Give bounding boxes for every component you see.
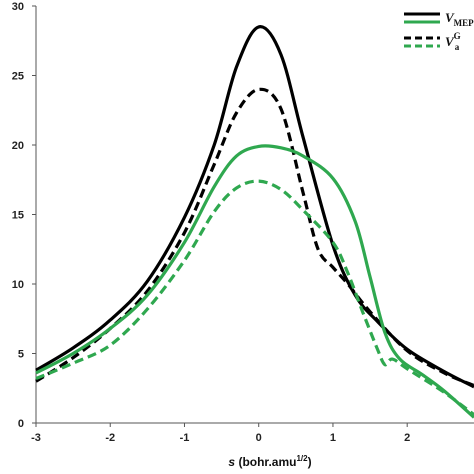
series-line-3 [35, 144, 474, 419]
legend-label-sup: G [454, 31, 461, 41]
y-tick-label: 25 [12, 71, 24, 83]
x-tick-label: -2 [105, 432, 115, 444]
y-tick-label: 15 [12, 210, 24, 222]
x-tick-label: 2 [404, 432, 410, 444]
x-tick-label: -3 [31, 432, 41, 444]
y-tick-label: 20 [12, 140, 24, 152]
x-tick-label: -1 [180, 432, 190, 444]
axes: 0 5 10 15 20 25 30 -3 -2 -1 0 1 2 [12, 1, 474, 444]
series-line-1 [35, 25, 474, 389]
y-tick-label: 0 [18, 418, 24, 430]
series-line-4 [35, 179, 474, 416]
x-tick-label: 1 [330, 432, 336, 444]
x-tick-label: 0 [256, 432, 262, 444]
x-axis-title: s (bohr.amu1/2) [228, 454, 311, 469]
series-line-2 [35, 87, 474, 387]
legend-label-sub: a [455, 42, 460, 52]
legend-label-sub: MEP [454, 18, 474, 28]
legend-label-main: V [445, 10, 455, 25]
legend-label-2: VG a [445, 31, 461, 52]
legend-label-main: V [445, 34, 455, 49]
y-tick-label: 5 [18, 349, 24, 361]
y-tick-label: 30 [12, 1, 24, 13]
legend-label-1: VMEP [445, 10, 474, 28]
y-tick-label: 10 [12, 279, 24, 291]
series-layer [35, 25, 474, 419]
